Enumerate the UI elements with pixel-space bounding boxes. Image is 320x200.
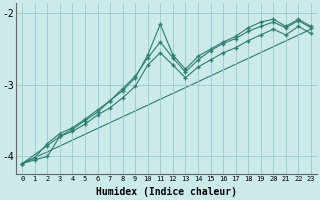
X-axis label: Humidex (Indice chaleur): Humidex (Indice chaleur) [96,187,237,197]
